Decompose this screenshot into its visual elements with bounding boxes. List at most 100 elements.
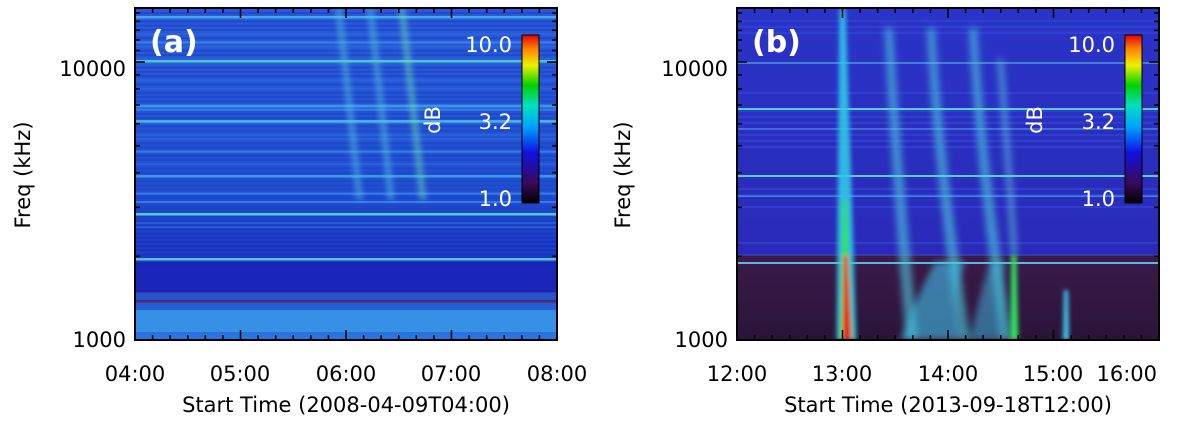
band [135, 226, 557, 229]
band [135, 108, 557, 111]
burst-trace [1063, 290, 1070, 340]
band [737, 128, 1159, 130]
band [737, 134, 1159, 136]
x-tick-label: 08:00 [527, 362, 588, 386]
burst-trace [970, 262, 1005, 340]
band [135, 28, 557, 31]
band [135, 196, 557, 199]
band [737, 62, 1159, 64]
x-tick-label: 06:00 [316, 362, 377, 386]
band [135, 45, 557, 48]
plot-area-a [135, 8, 557, 340]
band [135, 171, 557, 174]
band [135, 117, 557, 120]
x-axis-title: Start Time (2008-04-09T04:00) [182, 393, 510, 417]
x-tick-label: 13:00 [812, 362, 873, 386]
band [135, 243, 557, 246]
band [737, 26, 1159, 28]
bursts-b [884, 28, 1018, 340]
colorbar-a [521, 34, 540, 204]
burst-trace [398, 8, 426, 200]
band [135, 105, 557, 108]
colorbar-tick-label: 1.0 [479, 187, 512, 211]
band [135, 192, 557, 195]
band [135, 234, 557, 237]
band [135, 41, 557, 44]
band [135, 120, 557, 123]
panel-label-b: (b) [752, 25, 801, 60]
y-tick-label: 10000 [661, 57, 728, 81]
band [135, 217, 557, 220]
x-tick-label: 12:00 [707, 362, 768, 386]
band [737, 32, 1159, 34]
colorbar-tick-label: 3.2 [1082, 110, 1115, 134]
panel-label-a: (a) [150, 25, 198, 60]
colorbar-tick-label: 3.2 [479, 110, 512, 134]
band [737, 110, 1159, 112]
band [135, 205, 557, 208]
band [135, 138, 557, 141]
axes-b [736, 8, 1160, 341]
band [135, 175, 557, 178]
y-tick-label: 10000 [59, 57, 126, 81]
band [135, 142, 557, 145]
band [135, 230, 557, 233]
burst-trace [969, 28, 1013, 340]
band [135, 24, 557, 27]
burst-trace [367, 8, 395, 200]
band [135, 146, 557, 149]
burst-trace [900, 262, 965, 340]
plot-area-b [737, 8, 1159, 340]
band [135, 247, 557, 250]
band [135, 238, 557, 241]
x-tick-label: 15:00 [1023, 362, 1084, 386]
colorbar-title: dB [421, 106, 445, 134]
axes-a [134, 8, 558, 341]
band [135, 209, 557, 212]
y-axis-title: Freq (kHz) [611, 121, 635, 228]
band [135, 300, 557, 303]
band [135, 129, 557, 132]
burst-trace [926, 28, 971, 340]
spectrogram-a-svg: (a) 10.0 3.2 1.0 dB Start Time (2008-04-… [11, 7, 588, 417]
colorbar-tick-label: 1.0 [1082, 187, 1115, 211]
burst-trace [842, 255, 852, 340]
band [737, 20, 1159, 22]
band [135, 37, 557, 40]
x-tick-label: 14:00 [918, 362, 979, 386]
band [135, 20, 557, 23]
band [135, 150, 557, 153]
band [737, 146, 1159, 148]
y-tick-label: 1000 [675, 328, 728, 352]
burst-trace [884, 28, 918, 340]
x-tick-label: 05:00 [210, 362, 271, 386]
x-tick-label: 16:00 [1096, 362, 1157, 386]
band [135, 184, 557, 187]
burst-trace [335, 8, 363, 200]
band [135, 222, 557, 225]
spectrogram-panel-b: (b) 10.0 3.2 1.0 dB Start Time (2013-09-… [600, 0, 1200, 426]
band [135, 188, 557, 191]
band [135, 167, 557, 170]
colorbar-b [1124, 34, 1143, 204]
band [135, 262, 557, 292]
colorbar-tick-label: 10.0 [1068, 33, 1115, 57]
strong-burst-b [836, 8, 1070, 340]
spectrogram-b-svg: (b) 10.0 3.2 1.0 dB Start Time (2013-09-… [611, 7, 1160, 417]
y-axis-title: Freq (kHz) [11, 121, 35, 228]
band [135, 159, 557, 162]
x-tick-label: 07:00 [421, 362, 482, 386]
band [737, 140, 1159, 142]
band [135, 154, 557, 157]
band [135, 112, 557, 115]
x-tick-label: 04:00 [105, 362, 166, 386]
y-tick-label: 1000 [73, 328, 126, 352]
x-axis-title: Start Time (2013-09-18T12:00) [784, 393, 1112, 417]
spectrogram-panel-a: (a) 10.0 3.2 1.0 dB Start Time (2008-04-… [11, 7, 588, 417]
burst-trace [1010, 255, 1019, 340]
band [737, 122, 1159, 124]
band [135, 251, 557, 254]
band [135, 213, 557, 216]
band [135, 125, 557, 128]
band [737, 108, 1159, 110]
